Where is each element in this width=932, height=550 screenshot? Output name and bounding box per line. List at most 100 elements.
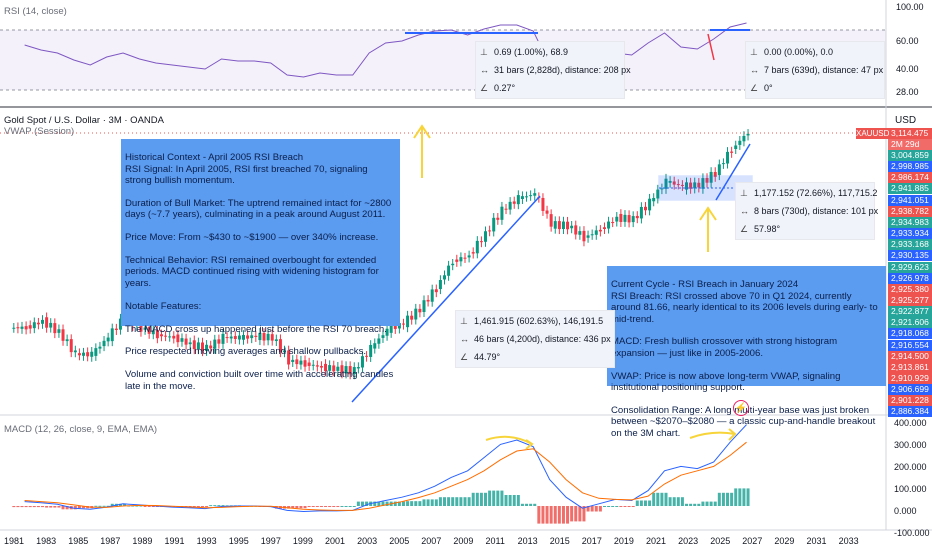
lightning-icon[interactable]: ⚡	[733, 400, 749, 416]
price-scale-tag: 2,925.380	[888, 283, 932, 295]
candle-body	[627, 215, 631, 223]
candle-body	[401, 323, 405, 325]
candle-body	[697, 182, 701, 188]
bars-range-icon: ↔	[480, 65, 489, 75]
macd-histogram-bar	[689, 503, 693, 506]
measure-price-2[interactable]: ⊥ 1,177.152 (72.66%), 117,715.2 ↔ 8 bars (…	[735, 182, 878, 240]
year-label: 2027	[742, 536, 763, 546]
macd-histogram-bar	[726, 492, 730, 506]
candle-body	[525, 196, 529, 198]
candle-body	[516, 195, 520, 205]
price-scale-tag: 2,914.500	[888, 350, 932, 362]
candle-body	[336, 366, 340, 371]
angle-icon: ∠	[460, 352, 469, 362]
measure-price-1[interactable]: ⊥ 1,461.915 (602.63%), 146,191.5 ↔ 46 bars…	[455, 310, 615, 368]
macd-histogram-bar	[106, 505, 110, 507]
angle-icon: ∠	[740, 224, 749, 234]
macd-histogram-bar	[668, 497, 672, 506]
macd-histogram-bar	[648, 500, 652, 506]
macd-histogram-bar	[414, 501, 418, 506]
candle-body	[356, 367, 360, 369]
macd-histogram-bar	[607, 506, 611, 507]
candle-body	[639, 206, 643, 219]
note-2005-body: RSI Signal: In April 2005, RSI first bre…	[125, 163, 394, 392]
candle-body	[545, 210, 549, 214]
macd-histogram-bar	[45, 506, 49, 508]
candle-body	[12, 327, 16, 329]
candle-body	[237, 335, 241, 340]
macd-histogram-bar	[61, 506, 65, 510]
candle-body	[61, 329, 65, 341]
macd-histogram-bar	[533, 503, 537, 506]
macd-histogram-bar	[586, 506, 590, 512]
macd-histogram-bar	[205, 506, 209, 507]
macd-histogram-bar	[496, 490, 500, 506]
macd-histogram-bar	[217, 505, 221, 507]
macd-histogram-bar	[525, 503, 529, 506]
macd-histogram-bar	[721, 492, 725, 506]
candle-body	[315, 365, 319, 367]
macd-histogram-bar	[287, 506, 291, 509]
macd-histogram-bar	[484, 492, 488, 506]
macd-histogram-bar	[451, 497, 455, 506]
candle-body	[676, 184, 680, 186]
bars-range-icon: ↔	[740, 206, 749, 216]
candle-body	[229, 336, 233, 339]
macd-histogram-bar	[438, 497, 442, 506]
macd-histogram-bar	[746, 488, 750, 506]
note-2005[interactable]: Historical Context - April 2005 RSI Brea…	[121, 139, 400, 392]
candle-body	[233, 336, 237, 339]
macd-histogram-bar	[303, 506, 307, 509]
rsi-axis-60: 60.00	[896, 36, 919, 46]
measure-price-1-line1: 1,461.915 (602.63%), 146,191.5	[474, 316, 604, 326]
macd-histogram-bar	[360, 501, 364, 506]
candle-body	[151, 330, 155, 335]
candle-body	[594, 230, 598, 235]
note-2024[interactable]: Current Cycle - RSI Breach in January 20…	[607, 266, 886, 439]
candle-body	[192, 340, 196, 350]
price-scale-tag: 2,918.068	[888, 328, 932, 340]
candle-body	[291, 359, 295, 362]
macd-histogram-bar	[295, 506, 299, 509]
price-scale-tag: 2,925.277	[888, 294, 932, 306]
candle-body	[557, 221, 561, 230]
macd-histogram-bar	[508, 495, 512, 506]
macd-axis-label: 300.000	[894, 440, 927, 450]
year-label: 2017	[581, 536, 602, 546]
year-label: 2033	[838, 536, 859, 546]
candle-body	[246, 335, 250, 339]
candle-body	[328, 365, 332, 371]
candle-body	[278, 339, 282, 353]
macd-histogram-bar	[319, 506, 323, 507]
measure-rsi-1[interactable]: ⊥ 0.69 (1.00%), 68.9 ↔ 31 bars (2,828d), d…	[475, 41, 631, 99]
candle-body	[705, 178, 709, 183]
candle-body	[147, 327, 151, 334]
macd-histogram-bar	[315, 506, 319, 507]
rsi-axis-100: 100.00	[896, 2, 924, 12]
measure-rsi-2[interactable]: ⊥ 0.00 (0.00%), 0.0 ↔ 7 bars (639d), dista…	[745, 41, 885, 99]
macd-histogram-bar	[32, 506, 36, 508]
candle-body	[389, 325, 393, 333]
macd-histogram-bar	[463, 497, 467, 506]
macd-histogram-bar	[307, 506, 311, 507]
candle-body	[467, 255, 471, 258]
macd-histogram-bar	[717, 492, 721, 506]
candle-body	[701, 178, 705, 189]
macd-histogram-bar	[385, 501, 389, 506]
candle-body	[410, 315, 414, 320]
candle-body	[742, 135, 746, 142]
macd-histogram-bar	[356, 501, 360, 506]
macd-histogram-bar	[561, 506, 565, 524]
candle-body	[652, 197, 656, 202]
macd-histogram-bar	[701, 501, 705, 506]
macd-axis-label: 400.000	[894, 418, 927, 428]
measure-rsi-2-line1: 0.00 (0.00%), 0.0	[764, 47, 834, 57]
candle-body	[479, 241, 483, 243]
year-label: 2023	[678, 536, 699, 546]
year-label: 2013	[517, 536, 538, 546]
macd-histogram-bar	[570, 506, 574, 522]
macd-histogram-bar	[656, 492, 660, 506]
macd-histogram-bar	[397, 501, 401, 506]
candle-body	[459, 257, 463, 262]
